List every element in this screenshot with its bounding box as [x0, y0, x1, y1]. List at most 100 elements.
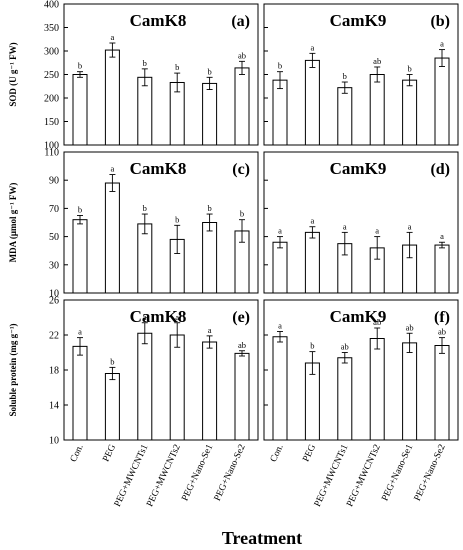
bar: [370, 339, 384, 441]
y-tick-label: 300: [44, 47, 59, 58]
y-tick-label: 350: [44, 23, 59, 34]
bar: [203, 342, 217, 440]
significance-letter: b: [78, 61, 82, 71]
y-tick-label: 70: [49, 204, 59, 215]
significance-letter: ab: [238, 340, 246, 350]
significance-letter: b: [207, 66, 211, 76]
significance-letter: ab: [373, 56, 381, 66]
panel-title: CamK9: [330, 11, 387, 30]
significance-letter: a: [440, 39, 444, 49]
bar: [105, 183, 119, 293]
panel-label: (c): [232, 161, 250, 178]
bar: [305, 232, 319, 293]
significance-letter: a: [111, 32, 115, 42]
significance-letter: a: [78, 327, 82, 337]
significance-letter: a: [208, 325, 212, 335]
significance-letter: a: [375, 226, 379, 236]
significance-letter: b: [143, 58, 147, 68]
significance-letter: b: [143, 203, 147, 213]
panel-title: CamK9: [330, 307, 387, 326]
x-category-label: Con.: [269, 443, 286, 464]
x-category-label: PEG+MWCNTs2: [145, 443, 183, 509]
y-tick-label: 10: [49, 436, 59, 447]
y-tick-label: 30: [49, 260, 59, 271]
bar: [273, 80, 287, 145]
significance-letter: a: [278, 321, 282, 331]
bar: [403, 343, 417, 440]
y-tick-label: 26: [49, 296, 59, 307]
bar: [235, 68, 249, 145]
bar: [435, 245, 449, 293]
bar: [435, 346, 449, 441]
y-tick-label: 14: [49, 401, 59, 412]
x-category-label: PEG+MWCNTs2: [345, 443, 383, 509]
significance-letter: b: [78, 204, 82, 214]
bar: [435, 58, 449, 145]
x-category-label: PEG+MWCNTs1: [113, 443, 151, 509]
y-tick-label: 50: [49, 232, 59, 243]
y-tick-label: 400: [44, 0, 59, 11]
y-tick-label: 90: [49, 176, 59, 187]
panel-title: CamK8: [130, 11, 187, 30]
significance-letter: ab: [341, 342, 349, 352]
bar: [138, 224, 152, 293]
x-category-label: Con.: [69, 443, 86, 464]
significance-letter: a: [408, 221, 412, 231]
panel-label: (b): [430, 13, 450, 30]
significance-letter: a: [111, 164, 115, 174]
x-axis-title: Treatment: [222, 528, 302, 548]
panel-label: (a): [231, 13, 250, 30]
bar: [73, 75, 87, 146]
bar: [235, 353, 249, 440]
y-tick-label: 22: [49, 331, 59, 342]
x-category-label: PEG+Nano-Se2: [413, 443, 448, 503]
bar: [403, 80, 417, 145]
significance-letter: b: [310, 341, 314, 351]
bar: [138, 333, 152, 440]
bar: [338, 358, 352, 440]
bar: [273, 242, 287, 293]
significance-letter: a: [343, 221, 347, 231]
panel-label: (e): [232, 309, 250, 326]
bar: [338, 88, 352, 145]
bar: [73, 220, 87, 293]
bar: [370, 75, 384, 146]
bar: [273, 337, 287, 440]
y-tick-label: 110: [44, 148, 59, 159]
y-tick-label: 200: [44, 94, 59, 105]
panel-1-1: a a a a a a CamK9 (d): [264, 152, 458, 293]
bar: [105, 50, 119, 145]
bar: [170, 335, 184, 440]
x-category-label: PEG: [301, 443, 318, 464]
y-axis-label: SOD (U g⁻¹ FW): [8, 42, 18, 106]
y-tick-label: 150: [44, 117, 59, 128]
significance-letter: b: [343, 71, 347, 81]
x-category-label: PEG+MWCNTs1: [313, 443, 351, 509]
panel-label: (d): [430, 161, 450, 178]
panel-title: CamK9: [330, 159, 387, 178]
bar: [138, 77, 152, 145]
significance-letter: b: [407, 64, 411, 74]
significance-letter: ab: [406, 322, 414, 332]
significance-letter: a: [311, 216, 315, 226]
significance-letter: b: [278, 61, 282, 71]
significance-letter: b: [110, 356, 114, 366]
x-category-label: PEG+Nano-Se1: [180, 443, 215, 503]
y-axis-label: MDA (μmol g⁻¹ FW): [8, 183, 18, 263]
significance-letter: ab: [438, 327, 446, 337]
panel-title: CamK8: [130, 159, 187, 178]
x-category-label: PEG: [101, 443, 118, 464]
panel-title: CamK8: [130, 307, 187, 326]
significance-letter: b: [240, 209, 244, 219]
significance-letter: ab: [238, 50, 246, 60]
y-tick-label: 250: [44, 70, 59, 81]
significance-letter: a: [278, 226, 282, 236]
bar: [105, 374, 119, 441]
bar: [305, 60, 319, 145]
bar: [203, 83, 217, 145]
